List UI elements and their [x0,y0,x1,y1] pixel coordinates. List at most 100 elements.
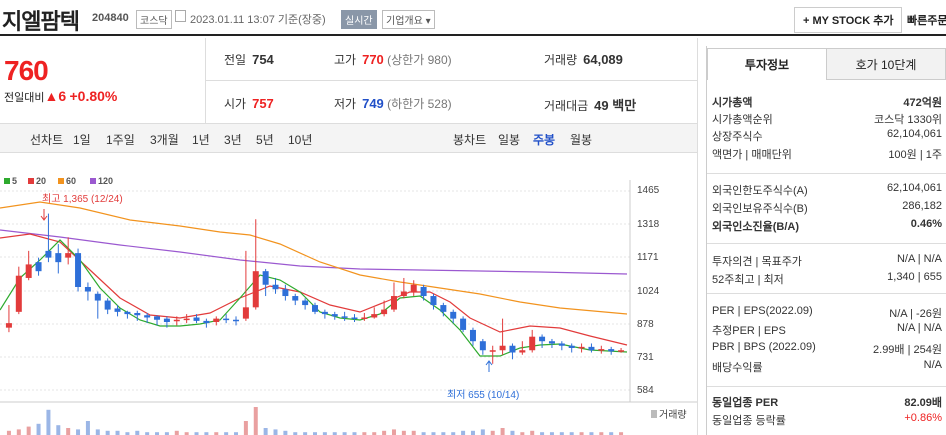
volume-bar [382,430,387,435]
divider [707,293,946,294]
candle [440,305,447,312]
volume-bar [36,423,41,435]
info-row: 추정PER | EPS N/A | N/A [712,322,944,339]
info-label: 액면가 | 매매단위 [712,149,792,161]
candle [25,264,32,278]
candle [55,253,62,263]
candle [400,291,407,297]
candle [35,262,42,272]
info-value: 82.09배 [904,397,942,409]
volume: 거래량 64,089 [544,52,623,67]
volume-bar [421,432,426,435]
volume-bar [164,432,169,435]
info-value: N/A | N/A [896,253,942,265]
prev-close: 전일 754 [224,52,274,67]
candle [252,271,259,308]
tab-period-10y[interactable]: 10년 [288,133,313,147]
volume-bar [461,430,466,435]
candle [45,250,52,258]
volume-bar [214,432,219,435]
volume-bar [352,432,357,435]
legend-ma120: 120 [90,176,113,186]
tab-period-1y[interactable]: 1년 [192,133,210,147]
candle [568,345,575,348]
volume-bar [391,429,396,435]
volume-bar [273,429,278,435]
tab-period-1w[interactable]: 1주일 [106,133,135,147]
info-label: 추정PER | EPS [712,325,786,337]
volume-bar [95,429,100,435]
info-row: 액면가 | 매매단위 100원 | 1주 [712,146,944,163]
info-value: N/A | -26원 [889,308,942,320]
tab-orderbook-10[interactable]: 호가 10단계 [826,48,946,80]
divider [707,243,946,244]
candle [124,311,131,315]
volume-bar [303,432,308,435]
tab-weekly-candle[interactable]: 주봉 [533,133,556,147]
info-row: PBR | BPS (2022.09) 2.99배 | 254원 [712,341,944,358]
tab-candle-chart[interactable]: 봉차트 [453,133,487,147]
company-overview-select[interactable]: 기업개요 ▾ [382,10,435,29]
tab-period-5y[interactable]: 5년 [256,133,274,147]
day-high: 고가 770 (상한가 980) [334,52,452,67]
max-marker-label: 최고 1,365 (12/24) [42,194,123,205]
volume-bar [115,430,120,435]
calendar-icon [175,10,186,22]
candle [15,275,22,312]
info-label: PBR | BPS (2022.09) [712,341,816,353]
tab-investment-info[interactable]: 투자정보 [707,48,827,80]
candle [331,314,338,317]
candle [361,317,368,319]
candle [479,341,486,351]
tab-period-3y[interactable]: 3년 [224,133,242,147]
stock-name: 지엘팜텍 [2,9,80,34]
volume-bar [599,432,604,435]
info-row: 외국인소진율(B/A) 0.46% [712,218,944,235]
info-label: 외국인한도주식수(A) [712,185,808,197]
tab-period-1d[interactable]: 1일 [73,133,91,147]
info-row: 외국인한도주식수(A) 62,104,061 [712,182,944,199]
volume-bar [342,432,347,435]
quick-order-button[interactable]: 빠른주문 [907,15,946,27]
divider [707,173,946,174]
volume-bar [490,430,495,435]
open-price: 시가 757 [224,96,274,111]
candle [469,329,476,342]
volume-bar [549,432,554,435]
tab-daily-candle[interactable]: 일봉 [498,133,521,147]
candle [292,296,299,301]
tab-monthly-candle[interactable]: 월봉 [570,133,593,147]
info-label: 52주최고 | 최저 [712,274,784,286]
legend-ma5: 5 [4,176,17,186]
volume-bar [224,432,229,435]
tab-line-chart[interactable]: 선차트 [30,133,64,147]
candle [351,317,358,319]
info-value: 1,340 | 655 [887,271,942,283]
candle [381,309,388,315]
candle [272,284,279,290]
info-value: 2.99배 | 254원 [873,344,942,356]
volume-bar [441,432,446,435]
y-tick: 731 [637,352,654,363]
tab-period-3m[interactable]: 3개월 [150,133,179,147]
volume-bar [569,432,574,435]
candle [420,286,427,297]
price-change: 전일대비▲6 +0.80% [4,88,118,104]
legend-ma60: 60 [58,176,76,186]
volume-bar [194,432,199,435]
volume-bar [283,430,288,435]
volume-bar [322,432,327,435]
info-value: 472억원 [903,97,942,109]
candle [144,315,151,318]
info-label: 상장주식수 [712,131,763,143]
y-tick: 878 [637,319,654,330]
add-mystock-button[interactable]: + MY STOCK 추가 [794,7,903,33]
current-price: 760 [4,55,49,86]
candle [341,316,348,318]
volume-bar [56,425,61,435]
volume-bar [401,430,406,435]
info-value: +0.86% [904,412,942,424]
price-chart[interactable] [0,180,697,435]
candle [163,318,170,323]
candle [262,271,269,285]
